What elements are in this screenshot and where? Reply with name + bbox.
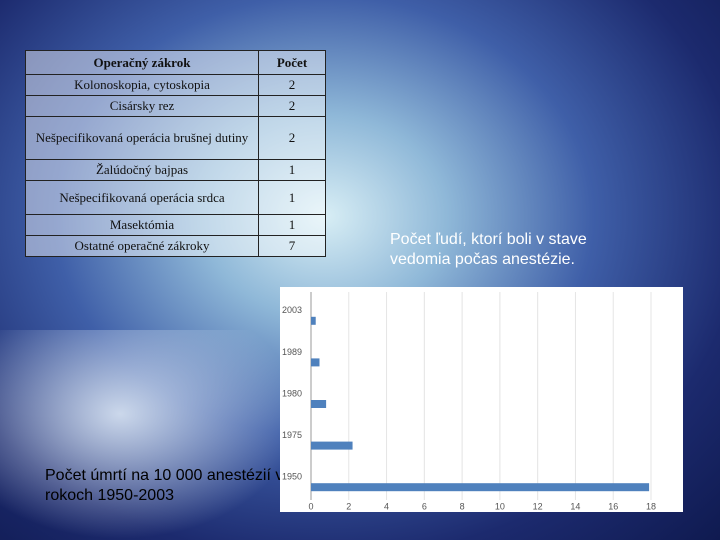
- y-tick-label: 1950: [282, 472, 302, 482]
- caption: Počet úmrtí na 10 000 anestézií v rokoch…: [45, 467, 284, 504]
- table-cell: Nešpecifikovaná operácia brušnej dutiny: [25, 116, 259, 160]
- table-cell: Ostatné operačné zákroky: [25, 235, 259, 257]
- table-cell: Nešpecifikovaná operácia srdca: [25, 180, 259, 215]
- x-tick-label: 0: [308, 501, 313, 511]
- y-tick-label: 1980: [282, 388, 302, 398]
- bar: [311, 400, 327, 408]
- x-tick-label: 12: [533, 501, 543, 511]
- bar: [311, 316, 316, 325]
- table-cell: Kolonoskopia, cytoskopia: [25, 74, 259, 96]
- table-header-row: Operačný zákrok Počet: [25, 50, 326, 75]
- bar: [311, 358, 320, 367]
- bar: [311, 483, 650, 492]
- x-tick-label: 18: [646, 501, 656, 511]
- y-tick-label: 2003: [282, 305, 302, 315]
- y-tick-label: 1975: [282, 430, 302, 440]
- table: Operačný zákrok Počet Kolonoskopia, cytosk…: [25, 50, 326, 257]
- x-tick-label: 14: [570, 501, 580, 511]
- table-row: Nešpecifikovaná operácia brušnej dutiny 2: [25, 116, 326, 160]
- table-row: Cisársky rez 2: [25, 95, 326, 117]
- table-cell: 7: [258, 235, 326, 257]
- bar: [311, 441, 353, 450]
- table-row: Žalúdočný bajpas 1: [25, 159, 326, 181]
- chart-background: [280, 287, 683, 512]
- x-tick-label: 16: [608, 501, 618, 511]
- x-tick-label: 6: [422, 501, 427, 511]
- table-row: Nešpecifikovaná operácia srdca 1: [25, 180, 326, 215]
- x-tick-label: 10: [495, 501, 505, 511]
- table-row: Kolonoskopia, cytoskopia 2: [25, 74, 326, 96]
- caption: Počet ľudí, ktorí boli v stave vedomia p…: [390, 231, 587, 268]
- header-cell: Operačný zákrok: [25, 50, 259, 75]
- x-tick-label: 4: [384, 501, 389, 511]
- background-glow: [0, 330, 300, 540]
- x-tick-label: 8: [460, 501, 465, 511]
- table-row: Ostatné operačné zákroky 7: [25, 235, 326, 257]
- y-tick-label: 1989: [282, 347, 302, 357]
- x-tick-label: 2: [346, 501, 351, 511]
- table-cell: Žalúdočný bajpas: [25, 159, 259, 181]
